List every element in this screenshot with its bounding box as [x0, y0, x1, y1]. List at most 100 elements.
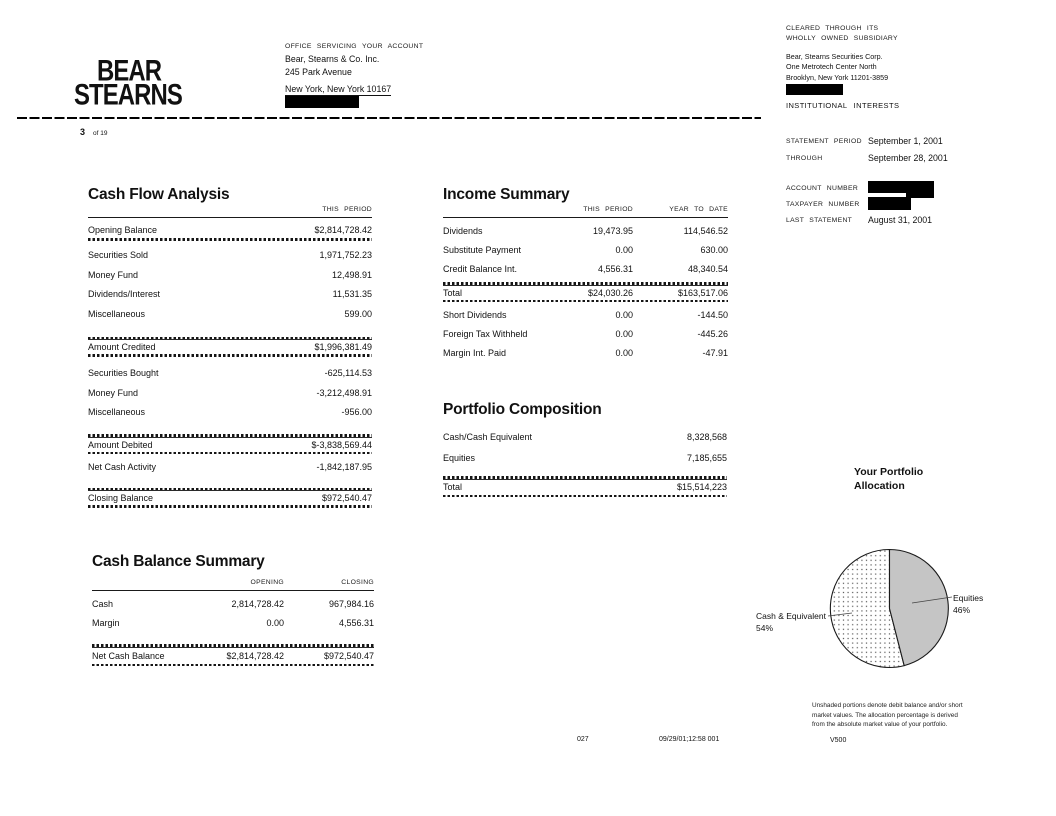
bear-stearns-logo-line2: STEARNS	[74, 79, 191, 109]
footer-batch-number: 027	[577, 736, 589, 743]
header-rule	[17, 117, 761, 119]
cash-flow-section: Cash Flow Analysis THIS PERIOD Opening B…	[88, 186, 372, 508]
col-header-closing: CLOSING	[341, 579, 374, 586]
clearing-city: Brooklyn, New York 11201-3859	[786, 72, 889, 82]
table-row: Cash 2,814,728.42 967,984.16	[92, 594, 374, 614]
table-row-amount-credited: Amount Credited $1,996,381.49	[88, 340, 372, 354]
col-header-this-period: THIS PERIOD	[583, 206, 633, 213]
dotted-rule	[92, 644, 374, 648]
office-heading: OFFICE SERVICING YOUR ACCOUNT	[285, 43, 424, 50]
row-value: 7,185,655	[686, 452, 727, 463]
through-value: September 28, 2001	[868, 153, 948, 163]
dotted-rule	[443, 494, 727, 497]
table-row-portfolio-total: Total $15,514,223	[443, 480, 727, 495]
portfolio-composition-title: Portfolio Composition	[443, 401, 602, 418]
bear-stearns-logo: BEAR	[97, 55, 167, 85]
redacted-account-number	[868, 181, 934, 193]
row-year-to-date: 48,340.54	[687, 263, 728, 274]
row-label: Securities Bought	[88, 368, 159, 378]
row-label: Substitute Payment	[443, 244, 522, 255]
row-year-to-date: 630.00	[700, 244, 728, 255]
through-label: THROUGH	[786, 155, 823, 162]
table-row: Cash/Cash Equivalent 8,328,568	[443, 427, 727, 448]
footer-form-code: V500	[830, 737, 847, 744]
col-header-this-period: THIS PERIOD	[322, 206, 372, 213]
row-label: Total	[443, 287, 463, 298]
row-value: $-3,838,569.44	[311, 439, 372, 450]
statement-period-label: STATEMENT PERIOD	[786, 138, 862, 145]
footer-timestamp: 09/29/01;12:58 001	[659, 736, 720, 743]
income-summary-section: Income Summary THIS PERIOD YEAR TO DATE …	[443, 186, 728, 362]
clearing-street: One Metrotech Center North	[786, 62, 877, 72]
pie-disclaimer: Unshaded portions denote debit balance a…	[812, 701, 963, 730]
institutional-interests-label: INSTITUTIONAL INTERESTS	[786, 101, 900, 110]
row-closing: $972,540.47	[323, 650, 374, 661]
table-row: Securities Sold 1,971,752.23	[88, 245, 372, 265]
equities-leader-line	[911, 596, 953, 604]
row-year-to-date: $163,517.06	[677, 287, 728, 298]
row-value: -956.00	[341, 407, 372, 417]
dotted-rule	[88, 505, 372, 508]
cash-leader-line	[827, 612, 853, 617]
pie-slice-equities	[888, 548, 949, 667]
table-row: Equities 7,185,655	[443, 448, 727, 469]
dotted-rule	[88, 487, 372, 491]
table-row: Margin Int. Paid 0.00 -47.91	[443, 343, 728, 362]
table-row: Securities Bought -625,114.53	[88, 363, 372, 383]
table-row: Short Dividends 0.00 -144.50	[443, 305, 728, 324]
row-label: Margin Int. Paid	[443, 347, 507, 358]
page-of-label: of 19	[93, 130, 108, 137]
row-value: 12,498.91	[331, 269, 372, 280]
cash-balance-title: Cash Balance Summary	[92, 553, 265, 570]
income-summary-header-row: THIS PERIOD YEAR TO DATE	[443, 206, 728, 218]
row-label: Amount Debited	[88, 439, 153, 450]
row-this-period: 0.00	[615, 244, 633, 255]
row-label: Equities	[443, 452, 476, 463]
redacted-account-number-step	[906, 193, 934, 198]
row-year-to-date: -445.26	[697, 328, 728, 339]
table-row: Substitute Payment 0.00 630.00	[443, 240, 728, 259]
row-value: $972,540.47	[321, 493, 372, 503]
dotted-rule	[443, 299, 728, 302]
row-label: Net Cash Activity	[88, 461, 157, 472]
col-header-opening: OPENING	[250, 579, 284, 586]
redacted-taxpayer-number	[868, 197, 911, 210]
dotted-rule	[88, 354, 372, 357]
row-value: -3,212,498.91	[316, 387, 372, 398]
table-row: Dividends/Interest 11,531.35	[88, 284, 372, 304]
row-this-period: 4,556.31	[597, 263, 633, 274]
portfolio-pie-chart	[827, 548, 953, 668]
statement-period-value: September 1, 2001	[868, 136, 943, 146]
row-label: Margin	[92, 618, 120, 629]
pie-title-line2: Allocation	[854, 480, 905, 492]
dotted-rule	[443, 282, 728, 286]
table-row: Miscellaneous 599.00	[88, 303, 372, 323]
row-value: $15,514,223	[676, 482, 727, 492]
table-row-opening-balance: Opening Balance $2,814,728.42	[88, 218, 372, 238]
row-year-to-date: 114,546.52	[683, 225, 728, 236]
row-value: -1,842,187.95	[316, 461, 372, 472]
cash-balance-section: Cash Balance Summary OPENING CLOSING Cas…	[92, 553, 374, 666]
table-row: Credit Balance Int. 4,556.31 48,340.54	[443, 259, 728, 278]
office-address-block: OFFICE SERVICING YOUR ACCOUNT Bear, Stea…	[285, 43, 423, 97]
row-this-period: 19,473.95	[592, 225, 633, 236]
office-company: Bear, Stearns & Co. Inc.	[285, 54, 380, 64]
last-statement-label: LAST STATEMENT	[786, 217, 853, 224]
clearing-line1: CLEARED THROUGH ITS	[786, 25, 879, 32]
redacted-clearing-bar	[786, 84, 843, 95]
page-number: 3	[80, 127, 86, 137]
pie-label-equities: Equities 46%	[953, 592, 983, 616]
table-row-closing-balance: Closing Balance $972,540.47	[88, 491, 372, 505]
logo-line-stearns: STEARNS	[74, 76, 183, 112]
row-opening: 0.00	[266, 618, 284, 629]
row-opening: 2,814,728.42	[231, 598, 284, 609]
row-label: Opening Balance	[88, 225, 158, 235]
cash-balance-header-row: OPENING CLOSING	[92, 579, 374, 591]
row-closing: 4,556.31	[338, 618, 374, 629]
dotted-rule	[92, 663, 374, 666]
row-label: Dividends	[443, 225, 483, 236]
disclaimer-line1: Unshaded portions denote debit balance a…	[812, 702, 963, 709]
row-label: Foreign Tax Withheld	[443, 328, 528, 339]
dotted-rule	[88, 434, 372, 438]
cash-label: Cash & Equivalent	[756, 611, 826, 621]
